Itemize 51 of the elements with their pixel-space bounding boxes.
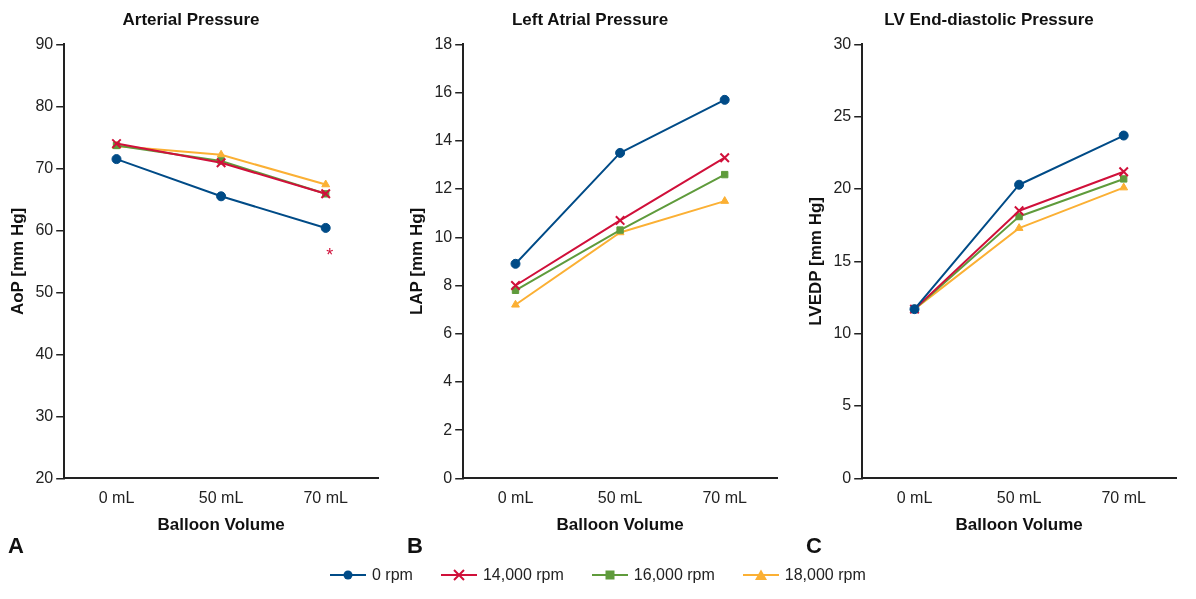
x-tick-label: 70 mL [1101,489,1147,507]
y-axis-title: AoP [mm Hg] [7,207,27,316]
y-tick-label: 10 [434,227,453,245]
y-tick-label: 0 [443,468,453,486]
x-tick-label: 0 mL [98,489,135,507]
y-axis-title: LVEDP [mm Hg] [805,197,825,326]
text: C [806,533,822,559]
y-tick-label: 20 [833,179,852,197]
x-axis-title: Balloon Volume [157,515,285,535]
x-tick-label: 70 mL [702,489,748,507]
legend-label: 16,000 rpm [633,566,715,584]
x-tick-label: 50 mL [597,489,643,507]
x-tick-label: 50 mL [198,489,244,507]
y-tick-label: 90 [35,34,54,52]
y-tick-label: 30 [35,406,54,424]
y-tick-label: 30 [833,34,852,52]
y-tick-label: 12 [434,179,453,197]
y-tick-label: 20 [35,468,54,486]
x-tick-label: 70 mL [303,489,349,507]
x-tick-label: 0 mL [497,489,534,507]
x-axis-title: Balloon Volume [955,515,1083,535]
legend-label: 18,000 rpm [784,566,866,584]
y-tick-label: 6 [443,324,453,342]
y-tick-label: 4 [443,372,453,390]
text: B [407,533,423,559]
y-tick-label: 16 [434,83,453,101]
y-tick-label: 2 [443,420,453,438]
legend-label: 14,000 rpm [482,566,564,584]
y-tick-label: 8 [443,275,453,293]
legend-label: 0 rpm [372,566,413,584]
x-tick-label: 0 mL [896,489,933,507]
y-axis-title: LAP [mm Hg] [406,207,426,316]
y-tick-label: 40 [35,344,54,362]
chart-title: Arterial Pressure [122,9,260,29]
y-tick-label: 15 [833,251,852,269]
y-tick-label: 14 [434,131,453,149]
y-tick-label: 25 [833,107,852,125]
y-tick-label: 0 [842,468,852,486]
y-tick-label: 10 [833,324,852,342]
y-tick-label: 60 [35,220,54,238]
y-tick-label: 5 [842,396,852,414]
y-tick-label: 50 [35,282,54,300]
chart-title: Left Atrial Pressure [511,9,669,29]
x-axis-title: Balloon Volume [556,515,684,535]
text: A [8,533,24,559]
y-tick-label: 80 [35,96,54,114]
x-tick-label: 50 mL [996,489,1042,507]
y-tick-label: 70 [35,158,54,176]
annotation: * [326,244,334,265]
y-tick-label: 18 [434,34,453,52]
chart-title: LV End-diastolic Pressure [884,9,1094,29]
